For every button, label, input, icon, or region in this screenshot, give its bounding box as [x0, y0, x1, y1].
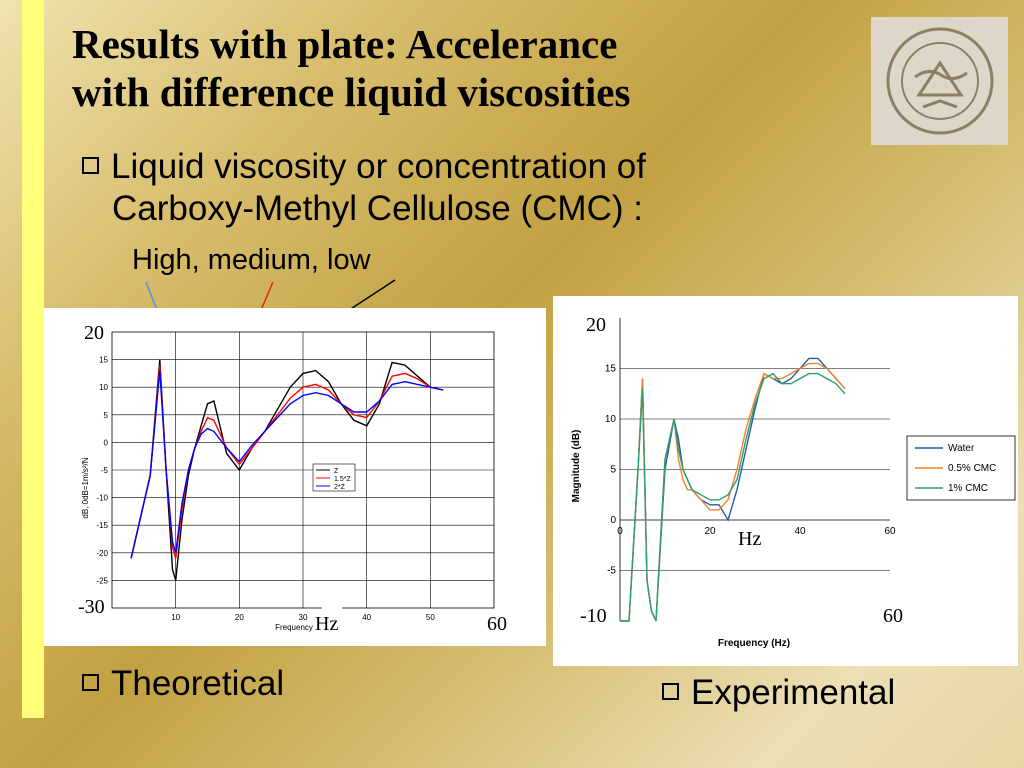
series-line-water	[620, 357, 846, 622]
y-tick-label: 0	[104, 438, 109, 447]
viscosity-level-label: High, medium, low	[132, 244, 371, 276]
checkbox-bullet-icon	[82, 157, 99, 174]
series-line-2-z	[130, 370, 444, 559]
experimental-legend: Water 0.5% CMC 1% CMC	[906, 435, 1016, 501]
theoretical-y-axis-label: dB, 0dB=1m/s²/N	[81, 457, 90, 518]
x-tick-label: 0	[617, 526, 623, 537]
y-tick-label: -5	[101, 466, 109, 475]
y-tick-label: 10	[99, 383, 108, 392]
experimental-ymin-overlay: -10	[580, 605, 607, 627]
seal-icon	[886, 27, 994, 135]
experimental-xmax-overlay: 60	[883, 605, 903, 627]
legend-1-cmc: 1% CMC	[948, 483, 988, 494]
checkbox-bullet-icon	[662, 683, 679, 700]
series-line-1-5-z	[130, 365, 444, 559]
y-tick-label: -5	[607, 566, 616, 577]
slide-title: Results with plate: Accelerance with dif…	[72, 20, 792, 116]
bullet-theoretical: Theoretical	[82, 663, 284, 705]
experimental-chart-panel: 15 10 5 0 -5 0 20 40 60 Magnitude (dB) Frequency…	[553, 296, 1018, 666]
series-line-1-cmc	[620, 372, 846, 622]
bullet-experimental: Experimental	[662, 672, 895, 714]
y-tick-label: 5	[610, 465, 616, 476]
bullet-cmc-line-2: Carboxy-Methyl Cellulose (CMC) :	[112, 189, 643, 228]
bullet-cmc-line-1: Liquid viscosity or concentration of	[111, 147, 646, 186]
theoretical-x-axis-label: Frequency	[275, 623, 313, 632]
bullet-cmc: Liquid viscosity or concentration of Car…	[82, 146, 646, 230]
x-tick-label: 20	[704, 526, 716, 537]
theoretical-legend: Z 1.5*Z 2*Z	[312, 463, 356, 492]
title-line-1: Results with plate: Accelerance	[72, 21, 618, 67]
experimental-x-axis-label: Frequency (Hz)	[718, 638, 790, 649]
experimental-hz-overlay: Hz	[738, 528, 761, 550]
y-tick-label: 5	[104, 411, 109, 420]
legend-1-5z: 1.5*Z	[334, 476, 351, 483]
theoretical-ymax-overlay: 20	[84, 322, 104, 344]
x-tick-label: 40	[794, 526, 806, 537]
theoretical-xmax-overlay: 60	[487, 613, 507, 635]
experimental-y-axis-label: Magnitude (dB)	[571, 430, 582, 503]
theoretical-ymin-overlay: -30	[78, 596, 105, 618]
y-tick-label: 0	[610, 515, 616, 526]
bullet-experimental-text: Experimental	[691, 673, 896, 712]
y-tick-label: -15	[96, 521, 108, 530]
legend-0-5-cmc: 0.5% CMC	[948, 463, 996, 474]
x-tick-label: 50	[426, 613, 435, 622]
x-tick-label: 30	[299, 613, 308, 622]
y-tick-label: 10	[605, 414, 617, 425]
legend-water: Water	[948, 443, 975, 454]
y-tick-label: -20	[96, 549, 108, 558]
y-tick-label: -10	[96, 494, 108, 503]
left-accent-bar	[22, 0, 44, 718]
theoretical-chart-panel: 15 10 5 0 -5 -10 -15 -20 -25 10 20 30 40 50 dB, 0dB=1…	[44, 308, 546, 646]
x-tick-label: 10	[171, 613, 180, 622]
x-tick-label: 40	[362, 613, 371, 622]
x-tick-label: 20	[235, 613, 244, 622]
series-line-0-5-cmc	[620, 362, 846, 622]
university-seal-logo	[871, 17, 1008, 145]
experimental-chart: 15 10 5 0 -5 0 20 40 60 Magnitude (dB) Frequency…	[571, 314, 1016, 649]
y-tick-label: -25	[96, 576, 108, 585]
y-tick-label: 15	[605, 364, 617, 375]
legend-2z: 2*Z	[334, 484, 346, 491]
legend-z: Z	[334, 468, 339, 475]
experimental-ymax-overlay: 20	[586, 314, 606, 336]
bullet-theoretical-text: Theoretical	[111, 664, 285, 703]
checkbox-bullet-icon	[82, 674, 99, 691]
title-line-2: with difference liquid viscosities	[72, 69, 631, 115]
theoretical-hz-overlay: Hz	[315, 613, 338, 635]
x-tick-label: 60	[884, 526, 896, 537]
y-tick-label: 15	[99, 356, 108, 365]
